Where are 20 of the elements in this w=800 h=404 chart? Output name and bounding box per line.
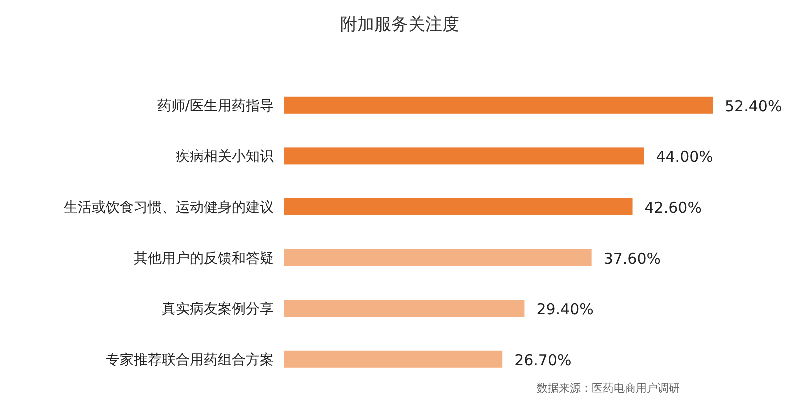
y-tick-label: 生活或饮食习惯、运动健身的建议 (64, 200, 274, 216)
bar (284, 148, 644, 165)
data-label: 26.70% (514, 351, 572, 370)
y-tick-label: 其他用户的反馈和答疑 (134, 250, 274, 267)
y-tick-label: 真实病友案例分享 (162, 300, 274, 318)
bar (284, 300, 525, 318)
data-label: 44.00% (656, 148, 714, 166)
bar (284, 96, 713, 114)
y-tick-label: 疾病相关小知识 (176, 149, 274, 166)
y-tick-label: 药师/医生用药指导 (157, 98, 274, 114)
bar (284, 350, 503, 368)
bar (284, 249, 592, 266)
data-label: 52.40% (725, 97, 782, 116)
data-label: 29.40% (536, 300, 594, 319)
bar (284, 198, 633, 216)
data-label: 42.60% (644, 199, 702, 217)
annotation: 数据来源：医药电商用户调研 (537, 382, 680, 395)
chart-title: 附加服务关注度 (340, 15, 460, 35)
y-tick-label: 专家推荐联合用药组合方案 (106, 351, 274, 368)
data-label: 37.60% (604, 250, 662, 268)
